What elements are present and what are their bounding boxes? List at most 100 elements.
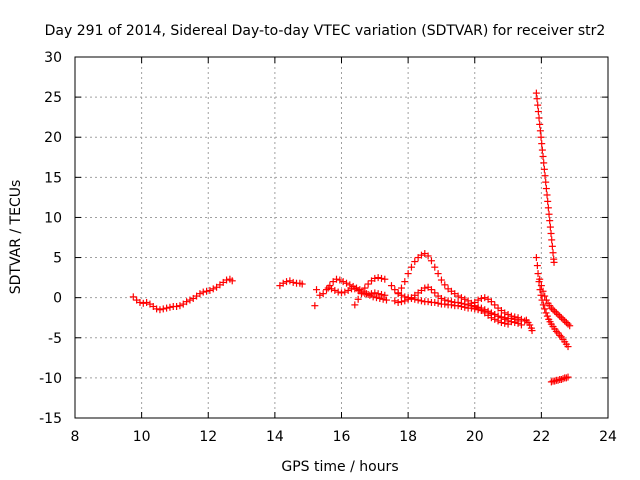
data-point: [203, 287, 211, 295]
data-point: [497, 313, 505, 321]
data-point: [431, 289, 439, 297]
data-point: [556, 331, 564, 339]
data-point: [536, 120, 544, 128]
data-point: [324, 284, 332, 292]
data-point: [339, 278, 347, 286]
data-point: [279, 279, 287, 287]
data-point: [491, 311, 499, 319]
chart-title: Day 291 of 2014, Sidereal Day-to-day VTE…: [45, 23, 606, 39]
data-point: [537, 282, 545, 290]
data-point: [159, 305, 167, 313]
data-point: [491, 301, 499, 309]
x-tick-label: 22: [532, 429, 550, 445]
data-point: [481, 294, 489, 302]
data-point: [391, 286, 399, 294]
data-point: [166, 303, 174, 311]
data-point: [397, 298, 405, 306]
data-point: [542, 185, 550, 193]
data-point: [539, 301, 547, 309]
y-tick-label: 5: [53, 251, 62, 267]
data-point: [346, 281, 354, 289]
data-point: [366, 291, 374, 299]
data-point: [457, 302, 465, 310]
data-point: [471, 305, 479, 313]
data-point: [536, 286, 544, 294]
data-point: [401, 293, 409, 301]
data-point: [328, 285, 336, 293]
data-point: [467, 302, 475, 310]
data-point: [477, 294, 485, 302]
data-point: [537, 133, 545, 141]
data-point: [391, 297, 399, 305]
data-point: [461, 303, 469, 311]
data-point: [153, 305, 161, 313]
data-point: [427, 286, 435, 294]
data-point: [547, 378, 555, 386]
data-point: [526, 321, 534, 329]
data-point: [407, 263, 415, 271]
data-point: [557, 375, 565, 383]
data-point: [539, 152, 547, 160]
data-point: [341, 288, 349, 296]
data-point: [334, 288, 342, 296]
data-point: [552, 309, 560, 317]
data-point: [549, 306, 557, 314]
data-point: [537, 291, 545, 299]
data-point: [139, 299, 147, 307]
data-point: [548, 242, 556, 250]
data-point: [176, 302, 184, 310]
data-point: [543, 191, 551, 199]
data-point: [394, 298, 402, 306]
data-point: [223, 276, 231, 284]
data-point: [562, 374, 570, 382]
data-point: [532, 89, 540, 97]
data-series: [129, 275, 236, 314]
y-tick-label: 25: [44, 90, 62, 106]
data-series: [522, 316, 536, 335]
data-point: [156, 306, 164, 314]
data-point: [163, 304, 171, 312]
data-point: [474, 306, 482, 314]
data-series: [324, 284, 389, 299]
data-point: [507, 312, 515, 320]
data-point: [533, 262, 541, 270]
data-point: [477, 307, 485, 315]
data-point: [551, 377, 559, 385]
data-point: [417, 297, 425, 305]
data-point: [541, 292, 549, 300]
data-point: [342, 279, 350, 287]
data-point: [441, 300, 449, 308]
data-point: [381, 291, 389, 299]
data-point: [313, 286, 321, 294]
data-point: [196, 290, 204, 298]
data-point: [364, 290, 372, 298]
data-point: [283, 278, 291, 286]
data-point: [501, 309, 509, 317]
data-point: [354, 286, 362, 294]
y-tick-label: -15: [39, 411, 62, 427]
data-point: [427, 257, 435, 265]
data-series: [311, 275, 390, 310]
data-point: [549, 249, 557, 257]
x-tick-label: 8: [71, 429, 80, 445]
data-point: [536, 127, 544, 135]
data-point: [336, 276, 344, 284]
data-point: [434, 299, 442, 307]
data-point: [351, 301, 359, 309]
data-point: [369, 293, 377, 301]
data-point: [417, 251, 425, 259]
data-point: [541, 172, 549, 180]
data-point: [533, 95, 541, 103]
data-point: [532, 254, 540, 262]
x-tick-label: 18: [399, 429, 417, 445]
data-point: [424, 298, 432, 306]
data-point: [543, 312, 551, 320]
data-point: [538, 140, 546, 148]
data-point: [559, 375, 567, 383]
data-point: [539, 287, 547, 295]
y-tick-label: 10: [44, 210, 62, 226]
data-points: [129, 89, 574, 386]
data-point: [546, 217, 554, 225]
x-tick-labels: 8 10 12 14 16 18 20 22 24: [71, 429, 617, 445]
data-point: [331, 286, 339, 294]
